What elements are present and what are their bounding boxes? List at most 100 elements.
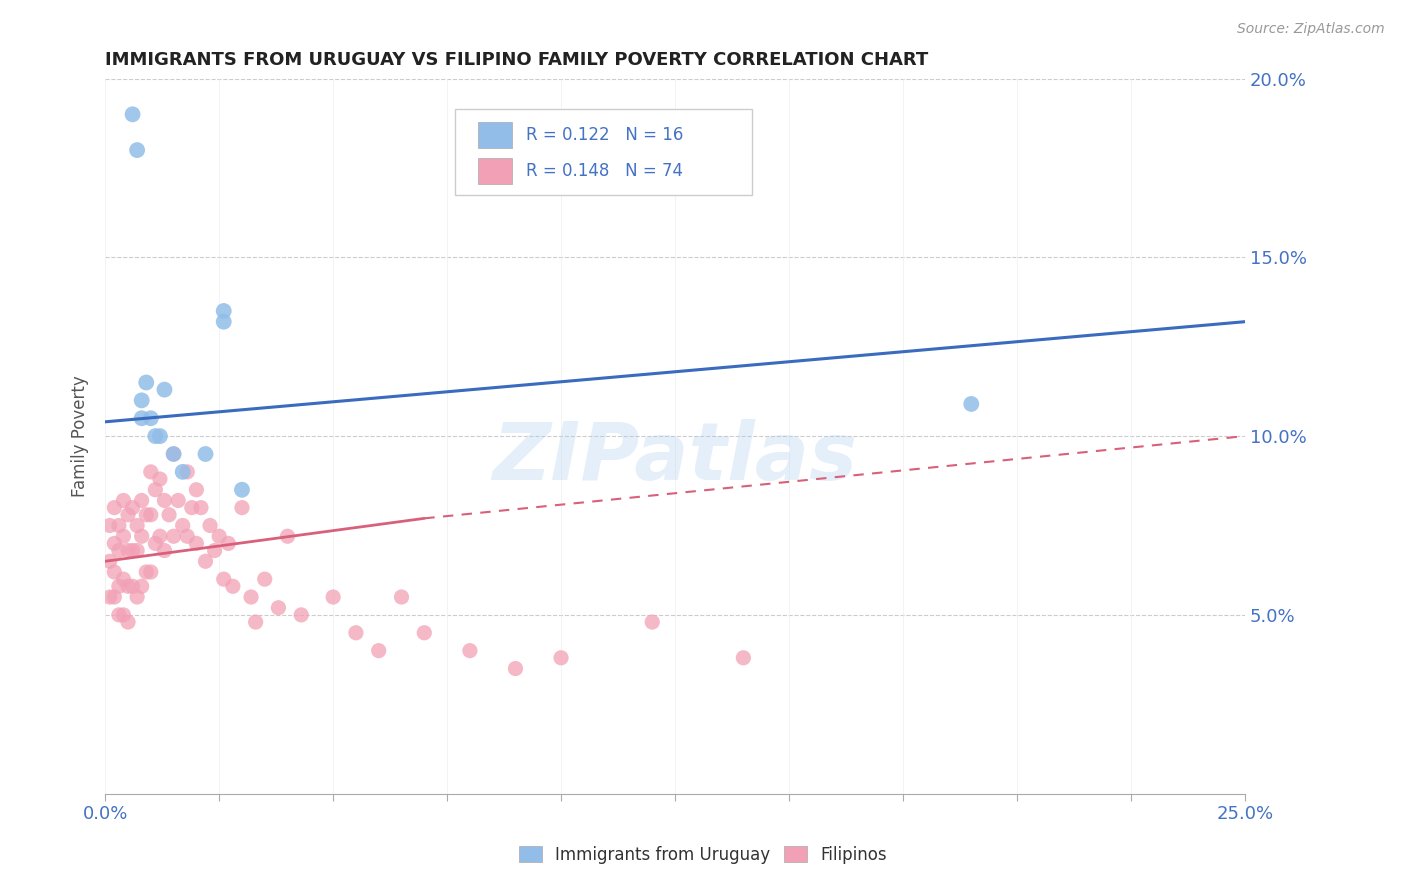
Point [960, 397, 983, 411]
Point [143, 483, 166, 497]
Point [217, 536, 239, 550]
Point [143, 536, 166, 550]
Point [103, 536, 125, 550]
Text: IMMIGRANTS FROM URUGUAY VS FILIPINO FAMILY POVERTY CORRELATION CHART: IMMIGRANTS FROM URUGUAY VS FILIPINO FAMI… [105, 51, 928, 69]
Point [149, 529, 172, 543]
Text: Source: ZipAtlas.com: Source: ZipAtlas.com [1237, 22, 1385, 37]
Point [172, 465, 194, 479]
Point [112, 607, 135, 622]
FancyBboxPatch shape [456, 109, 752, 195]
Point [245, 615, 267, 629]
Point [112, 572, 135, 586]
Point [505, 661, 527, 675]
Point [222, 579, 245, 593]
Point [131, 529, 153, 543]
FancyBboxPatch shape [478, 158, 512, 184]
Point [108, 579, 131, 593]
Point [231, 483, 253, 497]
Point [98, 518, 121, 533]
Point [267, 600, 290, 615]
Legend: Immigrants from Uruguay, Filipinos: Immigrants from Uruguay, Filipinos [512, 839, 894, 871]
Point [108, 543, 131, 558]
Point [127, 518, 149, 533]
Text: ZIPatlas: ZIPatlas [492, 418, 858, 497]
Point [176, 465, 198, 479]
Point [277, 529, 299, 543]
Point [98, 590, 121, 604]
Point [98, 554, 121, 568]
Point [131, 579, 153, 593]
Point [733, 650, 755, 665]
Point [231, 500, 253, 515]
Point [149, 429, 172, 443]
Point [139, 565, 162, 579]
Point [108, 607, 131, 622]
Point [190, 500, 212, 515]
Point [172, 518, 194, 533]
Point [391, 590, 413, 604]
Point [117, 508, 139, 522]
Point [153, 383, 176, 397]
Point [413, 625, 436, 640]
Point [322, 590, 344, 604]
Point [550, 650, 572, 665]
Point [121, 543, 143, 558]
Point [180, 500, 202, 515]
Point [131, 493, 153, 508]
Point [162, 447, 184, 461]
Point [344, 625, 367, 640]
Point [117, 615, 139, 629]
Point [135, 508, 157, 522]
Point [103, 565, 125, 579]
Point [112, 493, 135, 508]
Point [204, 543, 226, 558]
Point [167, 493, 190, 508]
Point [367, 643, 389, 657]
Point [117, 579, 139, 593]
Point [162, 447, 184, 461]
Text: R = 0.122   N = 16: R = 0.122 N = 16 [526, 127, 683, 145]
Point [186, 536, 208, 550]
Point [121, 579, 143, 593]
Point [127, 543, 149, 558]
Point [240, 590, 263, 604]
Point [108, 518, 131, 533]
Point [143, 429, 166, 443]
Point [290, 607, 312, 622]
Point [162, 529, 184, 543]
Point [253, 572, 276, 586]
Point [176, 529, 198, 543]
Point [103, 500, 125, 515]
Point [212, 572, 235, 586]
Point [103, 590, 125, 604]
Point [117, 543, 139, 558]
Point [112, 529, 135, 543]
Point [121, 107, 143, 121]
Point [212, 304, 235, 318]
FancyBboxPatch shape [478, 122, 512, 148]
Point [127, 143, 149, 157]
Text: R = 0.148   N = 74: R = 0.148 N = 74 [526, 161, 683, 179]
Point [131, 411, 153, 425]
Point [139, 411, 162, 425]
Point [131, 393, 153, 408]
Point [153, 493, 176, 508]
Point [127, 590, 149, 604]
Point [194, 554, 217, 568]
Point [212, 315, 235, 329]
Point [641, 615, 664, 629]
Point [153, 543, 176, 558]
Point [186, 483, 208, 497]
Y-axis label: Family Poverty: Family Poverty [72, 376, 89, 497]
Point [458, 643, 481, 657]
Point [149, 472, 172, 486]
Point [157, 508, 180, 522]
Point [121, 500, 143, 515]
Point [208, 529, 231, 543]
Point [135, 376, 157, 390]
Point [198, 518, 221, 533]
Point [194, 447, 217, 461]
Point [139, 465, 162, 479]
Point [135, 565, 157, 579]
Point [139, 508, 162, 522]
